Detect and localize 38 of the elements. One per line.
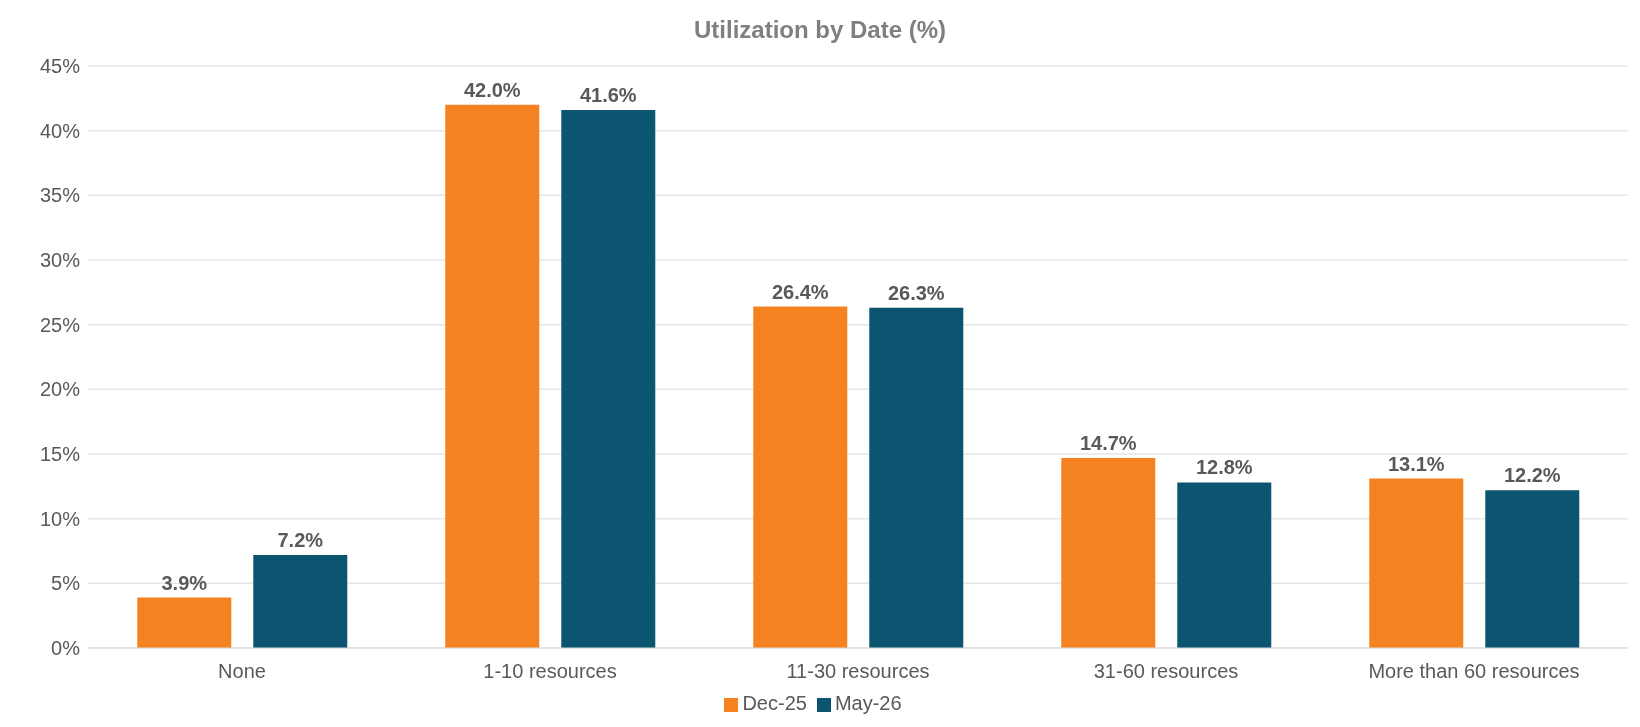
y-tick-label: 20% <box>39 378 81 401</box>
bar <box>1369 478 1464 648</box>
y-tick-label: 40% <box>39 119 81 142</box>
bar <box>253 554 348 648</box>
bar <box>137 597 232 648</box>
chart-title: Utilization by Date (%) <box>693 15 947 45</box>
y-tick-label: 10% <box>39 507 81 530</box>
bar <box>1061 457 1156 648</box>
data-label: 26.3% <box>887 281 945 304</box>
bar <box>445 104 540 648</box>
data-label: 12.8% <box>1195 456 1253 479</box>
legend-label: May-26 <box>834 692 902 714</box>
y-tick-label: 25% <box>39 313 81 336</box>
bar <box>753 306 848 648</box>
bar <box>561 109 656 648</box>
y-tick-label: 15% <box>39 443 81 466</box>
bar <box>1177 482 1272 648</box>
legend-label: Dec-25 <box>742 692 807 714</box>
x-tick-label: More than 60 resources <box>1368 660 1580 683</box>
y-tick-label: 35% <box>39 184 81 207</box>
x-tick-label: None <box>218 660 266 683</box>
x-tick-label: 11-30 resources <box>786 660 930 683</box>
data-label: 12.2% <box>1503 464 1561 487</box>
data-label: 13.1% <box>1387 452 1445 475</box>
bar <box>1485 490 1580 648</box>
y-tick-label: 45% <box>39 55 81 78</box>
x-tick-label: 1-10 resources <box>483 660 617 683</box>
y-tick-label: 30% <box>39 249 81 272</box>
data-label: 14.7% <box>1079 431 1137 454</box>
data-label: 42.0% <box>463 78 521 101</box>
x-tick-label: 31-60 resources <box>1093 660 1239 683</box>
bar <box>869 307 964 648</box>
y-tick-label: 5% <box>51 572 81 595</box>
data-label: 26.4% <box>771 280 829 303</box>
y-tick-label: 0% <box>51 637 81 660</box>
data-label: 7.2% <box>277 528 324 551</box>
data-label: 41.6% <box>579 83 637 106</box>
data-label: 3.9% <box>161 571 208 594</box>
